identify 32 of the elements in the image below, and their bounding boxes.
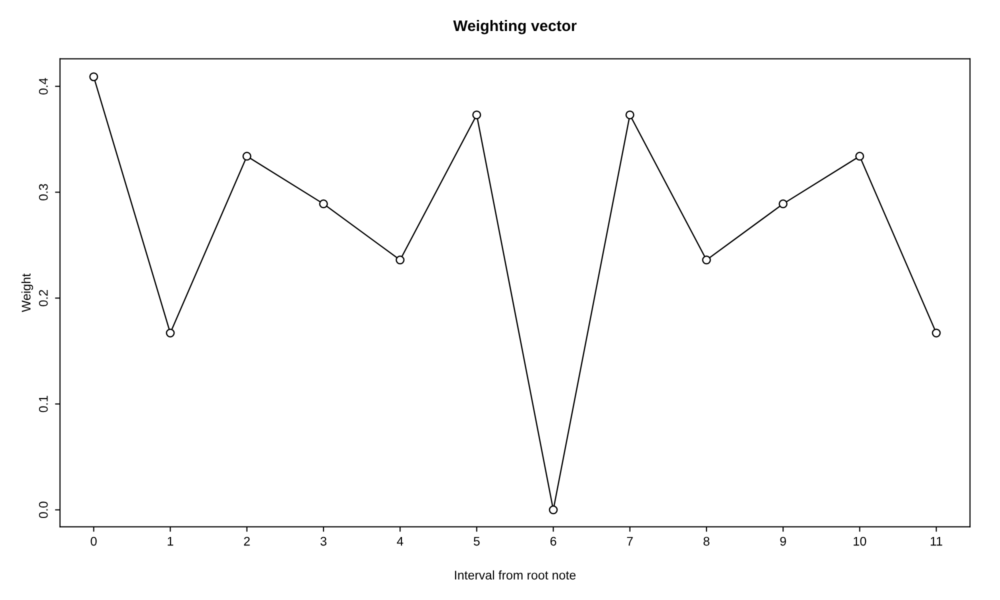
y-tick-label: 0.2 — [38, 290, 48, 306]
point — [89, 72, 98, 82]
x-tick-label: 6 — [550, 536, 556, 546]
y-tick-label: 0.1 — [38, 396, 48, 412]
x-tick-label: 1 — [168, 536, 174, 546]
point — [396, 256, 405, 264]
y-tick-label: 0.3 — [38, 184, 48, 200]
x-tick-label: 7 — [627, 536, 633, 546]
point — [855, 152, 864, 161]
x-tick-label: 3 — [320, 536, 326, 546]
point — [625, 110, 634, 120]
point — [548, 505, 558, 514]
point — [702, 256, 711, 264]
y-axis-title: Weight — [21, 274, 34, 312]
x-tick-label: 5 — [474, 536, 480, 546]
point — [932, 328, 941, 338]
x-tick-label: 4 — [396, 536, 404, 546]
point — [472, 110, 482, 120]
x-axis-title: Interval from root note — [455, 570, 576, 580]
x-tick-label: 8 — [704, 536, 710, 546]
y-tick-label: 0.4 — [38, 78, 48, 95]
x-tick-label: 0 — [90, 536, 97, 546]
point — [319, 199, 328, 208]
x-tick-label: 9 — [780, 536, 786, 546]
x-tick-label: 2 — [244, 536, 250, 546]
chart-title: Weighting vector — [453, 20, 577, 34]
point — [778, 199, 788, 208]
point — [166, 328, 175, 338]
y-tick-label: 0.0 — [38, 502, 48, 518]
point — [242, 152, 252, 161]
x-tick-label: 10 — [854, 536, 866, 546]
x-tick-label: 11 — [930, 536, 942, 546]
